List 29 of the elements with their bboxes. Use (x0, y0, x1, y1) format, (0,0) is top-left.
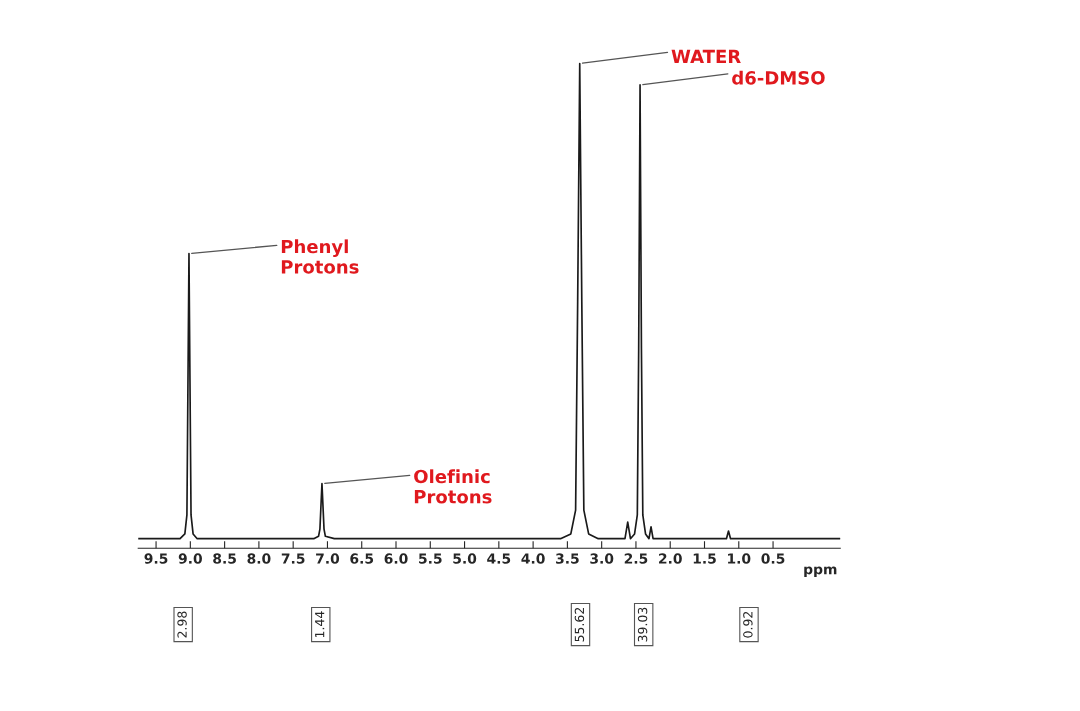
x-tick-label: 2.5 (624, 553, 648, 564)
x-tick-label: 6.5 (350, 553, 374, 564)
x-tick-label: 1.5 (693, 553, 716, 564)
annotation: Olefinic Protons (414, 469, 492, 504)
x-tick-label: 8.0 (247, 553, 271, 564)
x-tick-label: 1.0 (728, 553, 751, 564)
text: 39.03 (637, 607, 648, 642)
x-tick-label: 6.0 (384, 553, 408, 564)
annotation: Phenyl Protons (281, 239, 359, 274)
x-tick-label: 7.0 (316, 553, 340, 564)
x-tick-label: 4.0 (521, 553, 545, 564)
x-tick-label: 9.5 (144, 553, 168, 564)
x-axis-title: ppm (804, 566, 837, 578)
x-tick-label: 3.0 (590, 553, 614, 564)
x-tick-label: 5.0 (453, 553, 477, 564)
x-tick-label: 0.5 (761, 553, 785, 564)
text: 55.62 (574, 607, 585, 642)
x-tick-label: 8.5 (213, 553, 236, 564)
x-tick-label: 9.0 (178, 553, 202, 564)
x-tick-label: 3.5 (556, 553, 579, 564)
text: 1.44 (315, 611, 325, 638)
x-tick-label: 4.5 (487, 553, 511, 564)
text: 2.98 (177, 611, 187, 638)
x-tick-label: 5.5 (419, 553, 442, 564)
x-tick-label: 7.5 (281, 553, 305, 564)
annotation: d6-DMSO (732, 70, 825, 85)
annotation: WATER (671, 49, 741, 64)
text: 0.92 (743, 611, 753, 638)
x-tick-label: 2.0 (659, 553, 682, 564)
